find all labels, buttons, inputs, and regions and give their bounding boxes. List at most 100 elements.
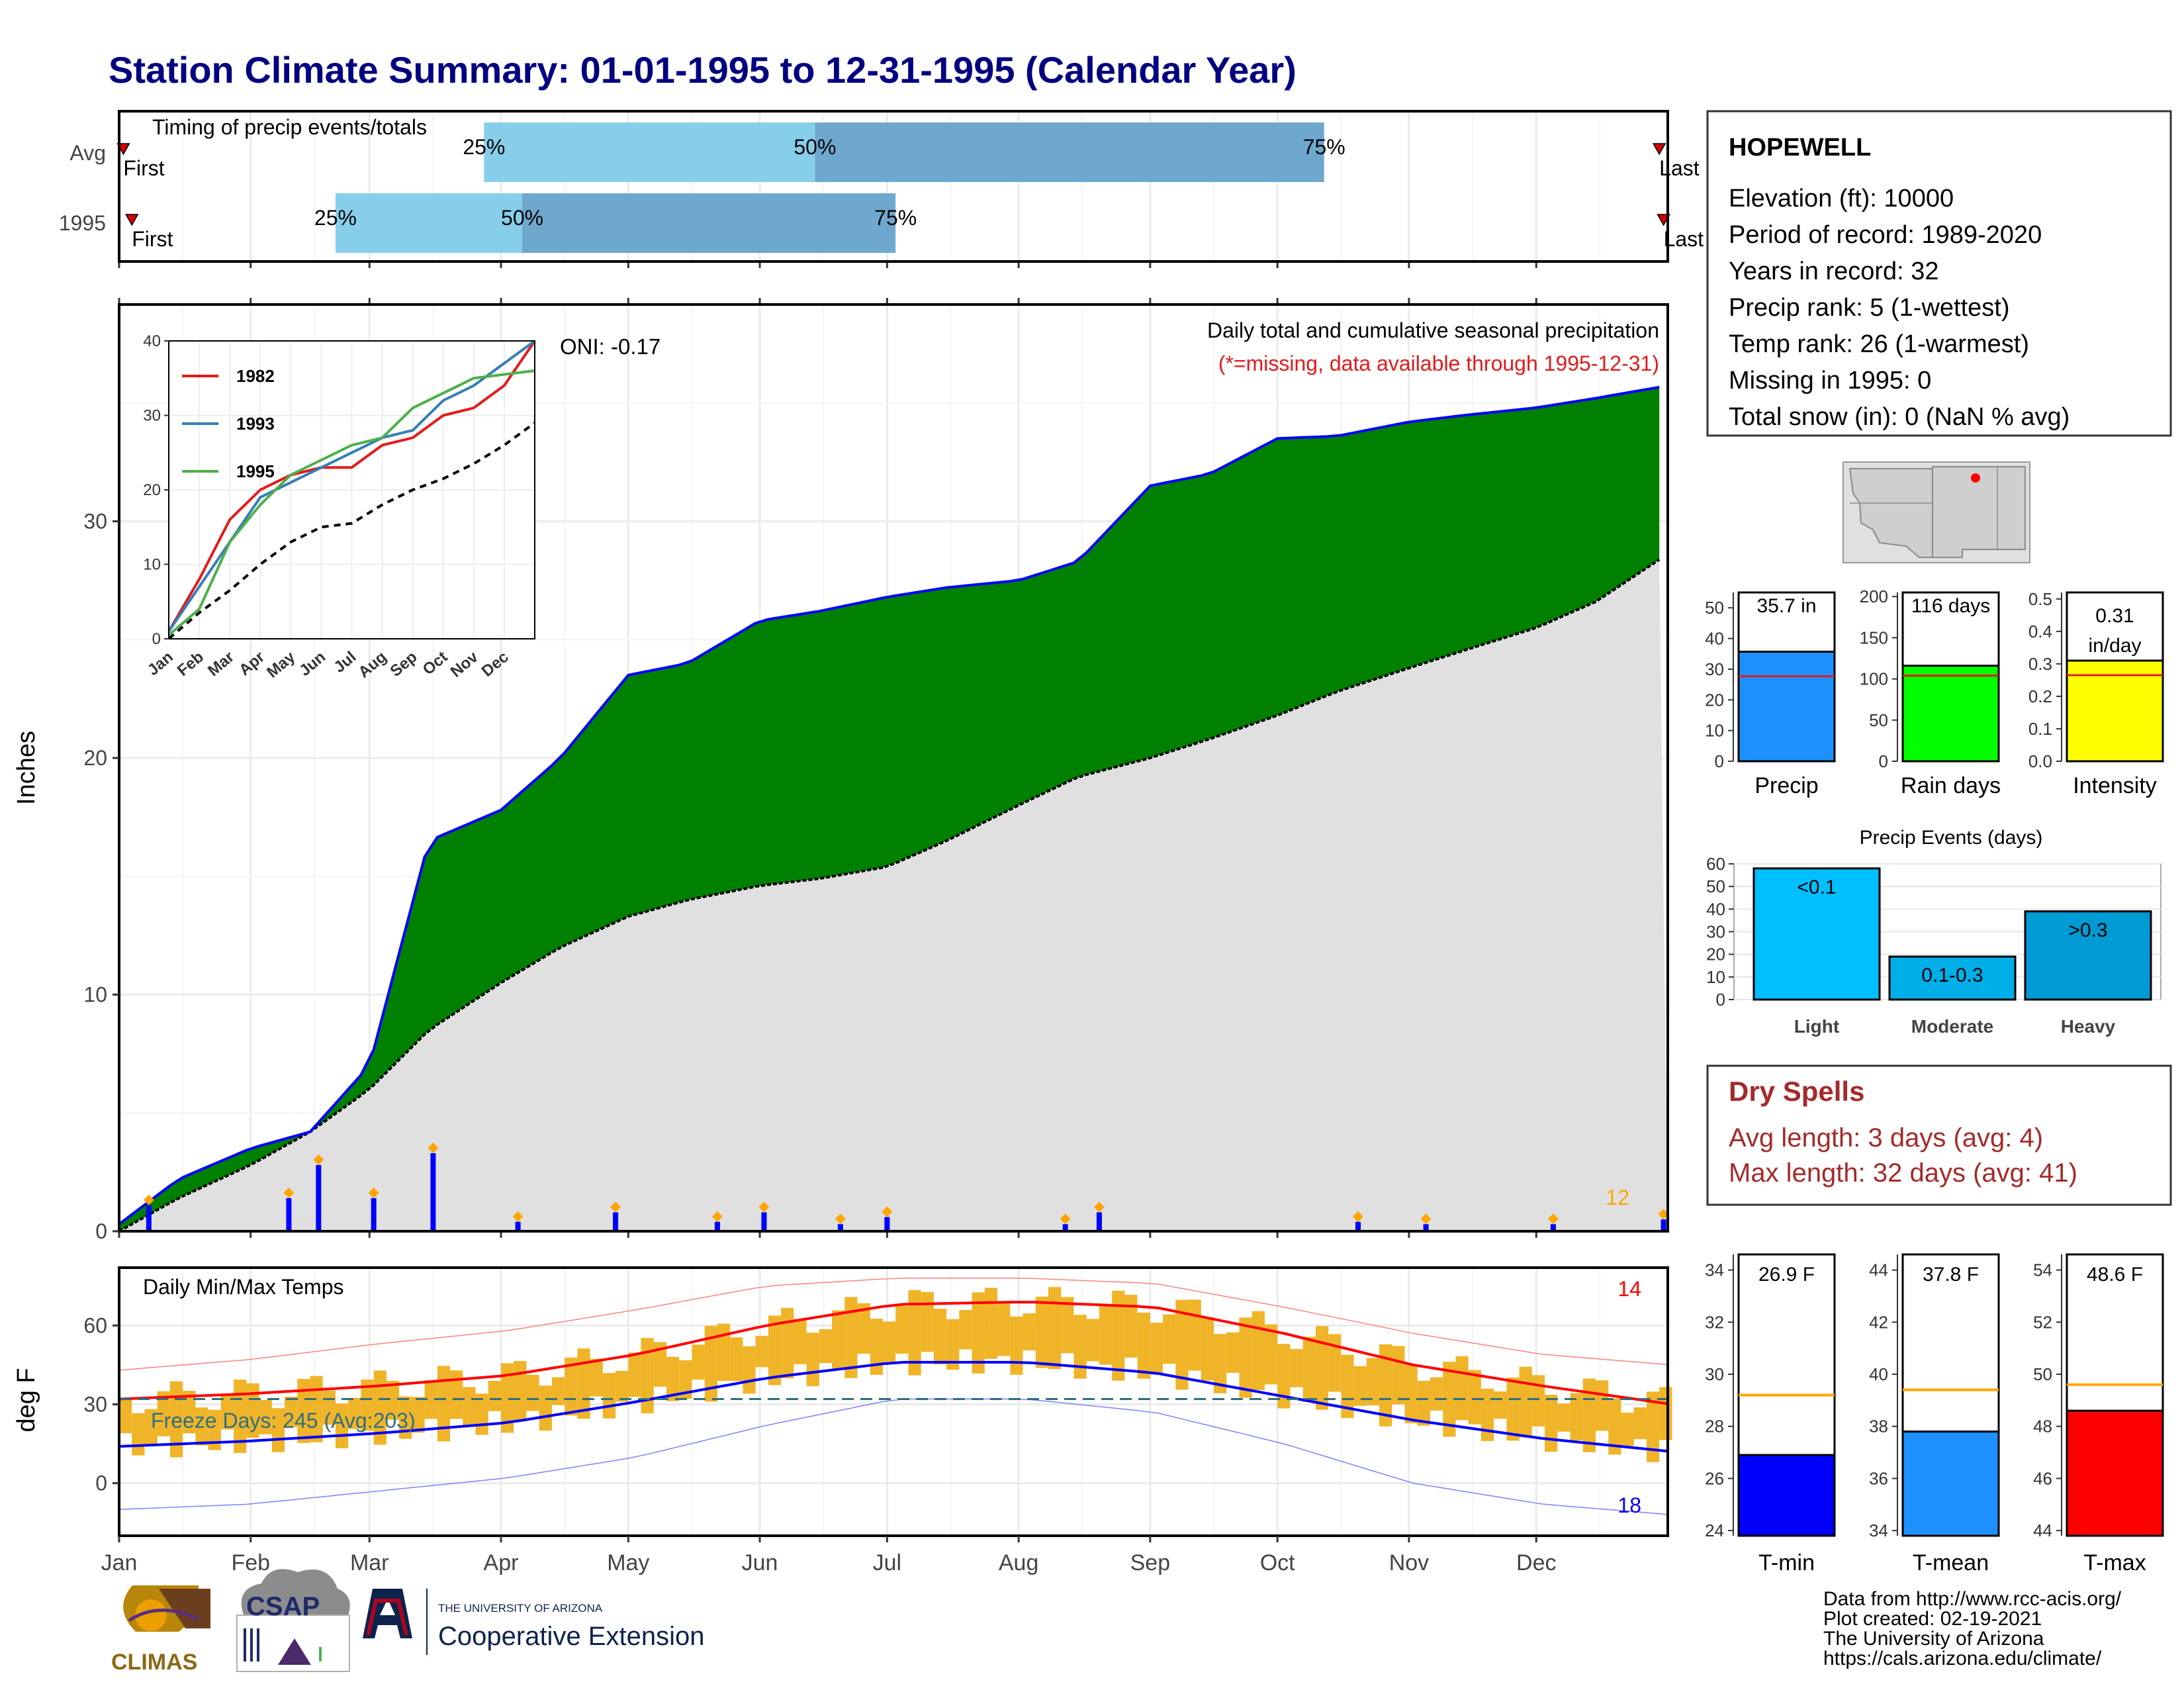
temp-range-bar-303 <box>1404 1364 1418 1424</box>
daily-precip-bar-12 <box>1096 1212 1102 1231</box>
temp-range-bar-180 <box>882 1321 896 1364</box>
timing-first-label-0: First <box>123 156 164 180</box>
temp-range-bar-204 <box>984 1288 998 1359</box>
temp-frame <box>118 1266 1669 1537</box>
precip-panel: 0 10 20 30 Inches Daily total and cumulativ… <box>13 303 1669 1243</box>
inset-month-nov: Nov <box>447 647 482 680</box>
temp-range-bar-258 <box>1214 1334 1227 1393</box>
timing-label-75-1: 75% <box>874 206 917 230</box>
temp-panel-label: Daily Min/Max Temps <box>143 1275 343 1299</box>
temp-range-bar-321 <box>1480 1388 1494 1441</box>
tbar-value-label-2: 48.6 F <box>2087 1264 2143 1286</box>
stat-tick-label-0-3: 30 <box>1705 659 1724 679</box>
month-axis: Jan Feb Mar Apr May Jun Jul Aug Sep Oct Nov Dec <box>101 1536 1556 1575</box>
inset-month-oct: Oct <box>420 648 451 679</box>
temp-range-bar-27 <box>234 1380 247 1453</box>
temp-y-axis: 0 30 60 <box>83 1313 119 1495</box>
events-bar-heavy <box>2024 910 2152 1001</box>
credit-university: The University of Arizona <box>1823 1628 2044 1650</box>
tbar-tick-label-2-1: 46 <box>2033 1468 2052 1488</box>
month-label-jul: Jul <box>873 1550 901 1575</box>
stat-tick-label-1-2: 100 <box>1860 669 1888 689</box>
temp-range-bar-267 <box>1251 1311 1265 1390</box>
temp-range-bar-165 <box>819 1329 833 1364</box>
oni-label: ONI: -0.17 <box>560 334 660 359</box>
temp-range-bar-144 <box>730 1337 743 1382</box>
timing-frame <box>118 110 1669 263</box>
inset-month-mar: Mar <box>205 648 238 680</box>
temp-range-bar-237 <box>1124 1295 1138 1358</box>
timing-last-label-0: Last <box>1659 156 1700 180</box>
inset-month-jul: Jul <box>330 648 359 677</box>
temp-range-bar-216 <box>1035 1296 1048 1368</box>
temp-range-bar-333 <box>1531 1375 1545 1427</box>
inset-month-jun: Jun <box>296 648 329 680</box>
timing-label-25-0: 25% <box>463 135 505 159</box>
temp-range-bar-324 <box>1494 1391 1507 1419</box>
daily-precip-bar-15 <box>1550 1224 1556 1231</box>
temp-range-bar-351 <box>1608 1398 1621 1455</box>
month-label-feb: Feb <box>231 1550 270 1575</box>
ua-logo-big-text: Cooperative Extension <box>438 1622 704 1651</box>
temp-range-bar-141 <box>717 1323 731 1382</box>
inset-legend-label-1995: 1995 <box>236 461 275 481</box>
stat-tick-label-1-1: 50 <box>1869 710 1888 730</box>
tbar-value-label-1: 37.8 F <box>1923 1264 1979 1286</box>
daily-precip-bar-2 <box>316 1164 322 1231</box>
freeze-days-label: Freeze Days: 245 (Avg:203) <box>151 1409 416 1432</box>
stat-tick-label-0-1: 10 <box>1705 721 1724 741</box>
credits: Data from http://www.rcc-acis.org/ Plot … <box>1823 1588 2122 1669</box>
temp-range-bar-219 <box>1048 1287 1062 1370</box>
temp-range-bar-291 <box>1353 1366 1367 1406</box>
tbar-tick-label-2-0: 44 <box>2033 1521 2052 1540</box>
inset-month-sep: Sep <box>387 648 420 680</box>
inset-series-1995 <box>167 369 535 636</box>
temp-range-bar-99 <box>539 1385 552 1431</box>
avg-cumulative-area <box>119 559 1668 1231</box>
temp-range-bar-33 <box>259 1399 272 1434</box>
month-label-sep: Sep <box>1130 1550 1171 1575</box>
station-line-precip-rank: Precip rank: 5 (1-wettest) <box>1729 294 2009 322</box>
tbar-tick-label-2-2: 48 <box>2033 1417 2052 1436</box>
daily-precip-marker-15 <box>1547 1213 1559 1225</box>
temp-range-bar-120 <box>628 1352 641 1397</box>
temp-range-bar-156 <box>781 1307 794 1379</box>
temp-range-bar-54 <box>348 1397 361 1429</box>
temp-range-bar-126 <box>653 1342 667 1387</box>
temp-range-bar-357 <box>1633 1407 1647 1440</box>
tbar-tick-label-1-4: 42 <box>1869 1312 1888 1332</box>
temp-range-bar-264 <box>1239 1317 1252 1398</box>
temp-range-bar-93 <box>514 1360 527 1421</box>
temp-range-bar-201 <box>972 1292 985 1374</box>
temp-range-bar-9 <box>157 1391 170 1436</box>
temp-range-bar-261 <box>1226 1332 1240 1373</box>
temp-range-bar-51 <box>335 1403 349 1448</box>
tbar-tick-label-1-5: 44 <box>1869 1260 1888 1280</box>
tbar-name-0: T-min <box>1758 1550 1815 1575</box>
temp-range-bar-342 <box>1570 1393 1583 1441</box>
page-title: Station Climate Summary: 01-01-1995 to 1… <box>109 49 1297 91</box>
month-label-mar: Mar <box>350 1550 389 1575</box>
events-bar-label-2: >0.3 <box>2068 919 2107 941</box>
temp-range-bar-354 <box>1621 1412 1634 1446</box>
temp-range-bar-57 <box>361 1380 374 1431</box>
temp-range-bar-66 <box>399 1396 412 1439</box>
temp-ytick-label-30: 30 <box>83 1392 107 1416</box>
timing-bars: 25% 50% 75% First Last 25% 50% 75% First Last <box>116 122 1704 253</box>
daily-precip-marker-3 <box>368 1187 379 1198</box>
credit-plot-created: Plot created: 02-19-2021 <box>1823 1608 2042 1630</box>
temp-range-bar-234 <box>1112 1290 1125 1381</box>
temp-ytick-label-0: 0 <box>95 1472 107 1495</box>
inset-month-may: May <box>263 647 299 681</box>
temp-range-bar-207 <box>997 1301 1011 1356</box>
precip-legend-line2: (*=missing, data available through 1995-… <box>1218 352 1659 375</box>
locator-map <box>1843 461 2030 563</box>
precip-count-label: 12 <box>1606 1186 1629 1209</box>
tbar-value-label-0: 26.9 F <box>1758 1264 1815 1286</box>
temp-range-bar-39 <box>285 1396 298 1427</box>
daily-precip-bar-10 <box>884 1217 890 1231</box>
temp-range-bar-147 <box>743 1346 756 1394</box>
events-bar-label-1: 0.1-0.3 <box>1921 964 1983 986</box>
timing-bar-q1-1 <box>335 193 523 253</box>
